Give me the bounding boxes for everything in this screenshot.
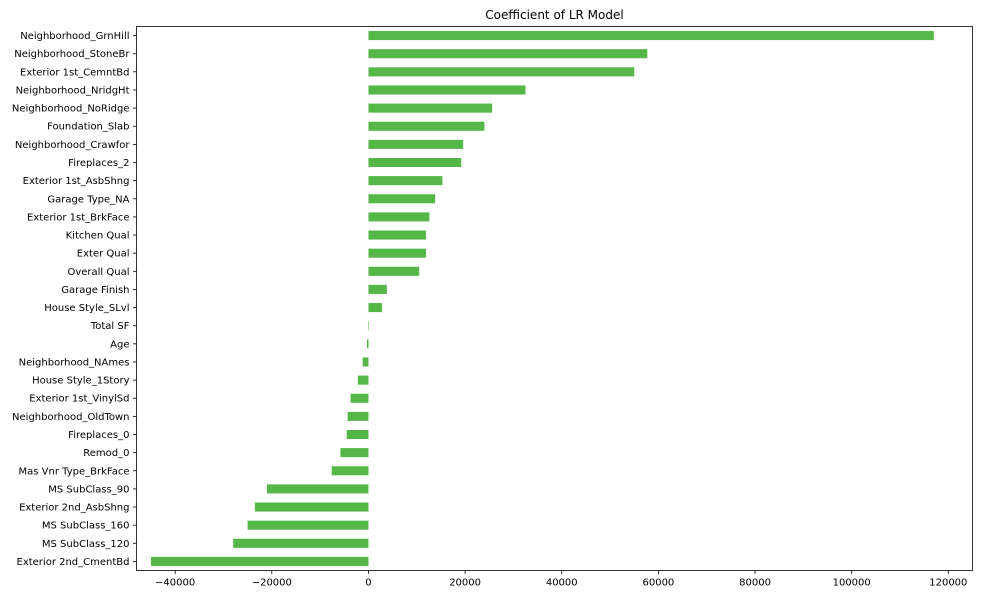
y-tick-label: MS SubClass_120 [42, 539, 130, 550]
y-tick-label: Exterior 1st_CemntBd [20, 67, 129, 78]
y-tick-label: Neighborhood_StoneBr [14, 49, 130, 60]
bar-29 [150, 556, 369, 566]
x-tick-label: 0 [365, 578, 371, 589]
bar-12 [368, 248, 426, 258]
bars-group [150, 31, 934, 566]
bar-25 [266, 484, 369, 494]
y-tick-label: Neighborhood_GrnHill [20, 31, 129, 42]
bar-5 [368, 121, 485, 131]
y-tick-label: Remod_0 [83, 448, 129, 459]
x-tick-label: 60000 [642, 578, 674, 589]
bar-8 [368, 176, 443, 186]
bar-2 [368, 67, 635, 77]
y-tick-label: Exterior 1st_VinylSd [29, 394, 129, 405]
bar-4 [368, 103, 493, 113]
y-tick-label: Neighborhood_NoRidge [12, 104, 130, 115]
bar-28 [233, 538, 369, 548]
y-tick-label: Neighborhood_NAmes [19, 357, 130, 368]
y-tick-label: House Style_SLvl [44, 303, 129, 314]
x-tick-label: 40000 [546, 578, 578, 589]
bar-9 [368, 194, 436, 204]
x-tick-label: 100000 [833, 578, 871, 589]
y-tick-label: MS SubClass_90 [48, 484, 129, 495]
y-tick-label: Total SF [90, 321, 130, 332]
y-tick-label: Garage Finish [61, 285, 129, 296]
x-tick-label: 80000 [739, 578, 771, 589]
x-tick-label: 20000 [449, 578, 481, 589]
bar-19 [357, 375, 369, 385]
bar-7 [368, 157, 462, 168]
x-tick-label: −40000 [155, 578, 195, 589]
bar-17 [367, 339, 369, 349]
y-tick-label: Overall Qual [67, 267, 129, 278]
y-tick-label: Garage Type_NA [47, 194, 129, 205]
bar-27 [247, 520, 369, 530]
bar-26 [254, 502, 369, 512]
x-tick-label: −20000 [252, 578, 292, 589]
bar-11 [368, 230, 426, 240]
y-tick-label: MS SubClass_160 [42, 521, 130, 532]
y-tick-label: Exterior 2nd_AsbShng [19, 503, 129, 514]
y-tick-label: Foundation_Slab [47, 122, 129, 133]
bar-1 [368, 49, 648, 59]
y-tick-label: Mas Vnr Type_BrkFace [19, 466, 130, 477]
chart-title: Coefficient of LR Model [485, 8, 623, 22]
bar-22 [346, 429, 369, 440]
bar-16 [368, 321, 369, 331]
bar-21 [347, 411, 369, 421]
bar-6 [368, 139, 464, 149]
y-tick-label: Exterior 1st_AsbShng [23, 176, 130, 187]
y-tick-label: House Style_1Story [32, 376, 129, 387]
bar-23 [340, 448, 369, 458]
bar-13 [368, 266, 420, 276]
bar-24 [331, 466, 369, 476]
y-tick-label: Fireplaces_2 [68, 158, 129, 169]
y-axis-ticks [133, 35, 137, 562]
y-tick-label: Kitchen Qual [66, 231, 130, 242]
bar-14 [368, 284, 387, 294]
y-tick-label: Neighborhood_OldTown [12, 412, 129, 423]
y-tick-label: Fireplaces_0 [68, 430, 129, 441]
bar-20 [350, 393, 369, 403]
bar-0 [368, 31, 934, 41]
bar-10 [368, 212, 430, 222]
y-axis-labels: Neighborhood_GrnHill Neighborhood_StoneBr… [12, 31, 130, 568]
x-tick-label: 120000 [929, 578, 967, 589]
x-axis-ticks: −40000 −20000 0 20000 40000 60000 80000 100000 1… [155, 570, 967, 589]
bar-3 [368, 85, 526, 95]
y-tick-label: Exterior 1st_BrkFace [27, 212, 129, 223]
y-tick-label: Exter Qual [77, 249, 130, 260]
y-tick-label: Age [110, 339, 129, 350]
y-tick-label: Neighborhood_NridgHt [16, 85, 130, 96]
y-tick-label: Exterior 2nd_CmentBd [17, 557, 130, 568]
plot-frame [136, 26, 973, 571]
bar-18 [362, 357, 369, 367]
y-tick-label: Neighborhood_Crawfor [15, 140, 130, 151]
bar-15 [368, 303, 382, 313]
